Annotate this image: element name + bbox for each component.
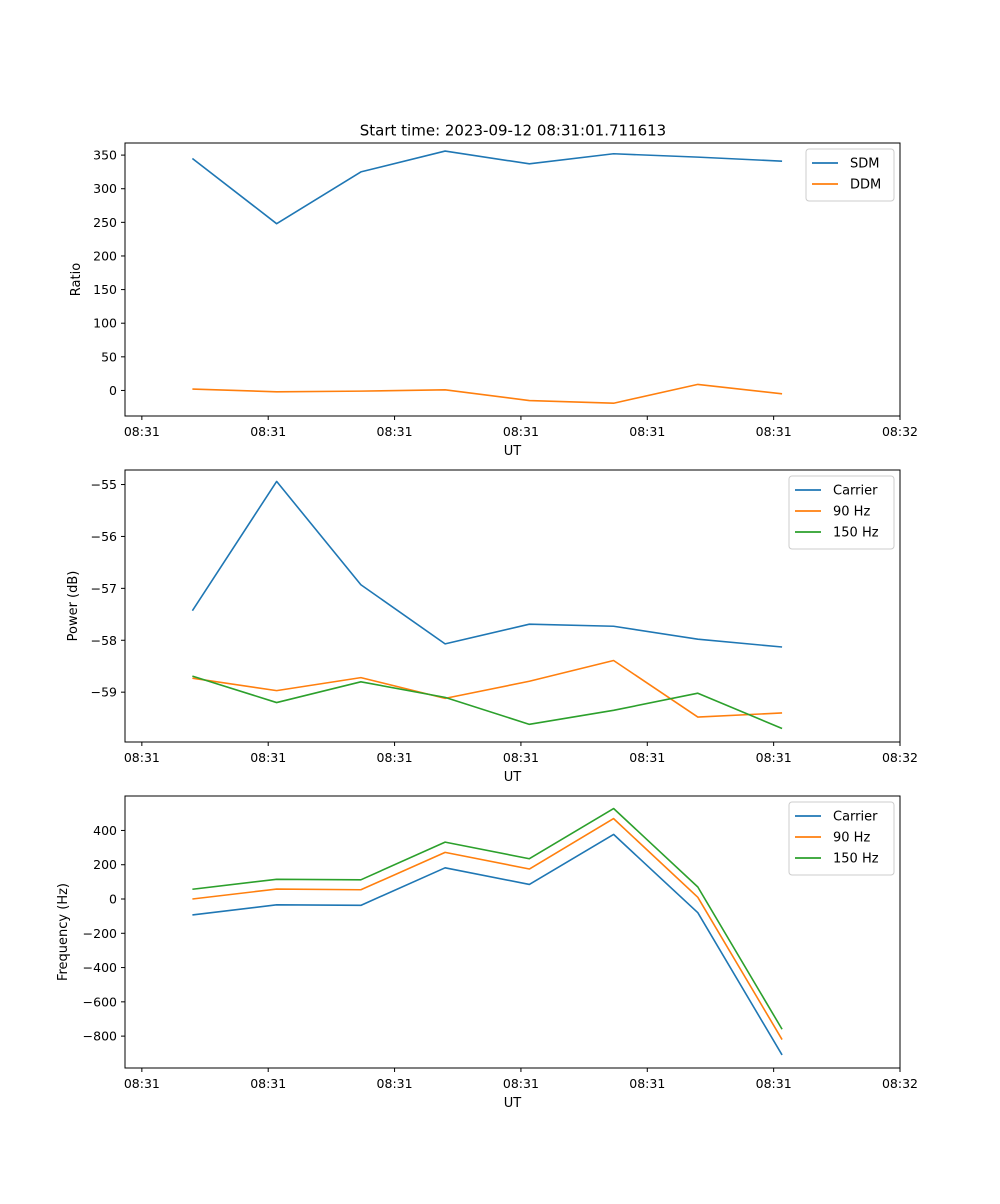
x-tick-label: 08:31: [503, 1076, 539, 1091]
series-line-150-hz: [192, 807, 783, 1030]
y-tick-label: 200: [93, 857, 117, 872]
y-axis-label: Power (dB): [66, 571, 81, 642]
x-tick-label: 08:31: [503, 750, 539, 765]
x-tick-label: 08:31: [503, 424, 539, 439]
y-tick-label: −56: [91, 529, 117, 544]
y-tick-label: −600: [83, 994, 117, 1009]
series-line-carrier: [192, 833, 783, 1056]
legend-label: 150 Hz: [833, 526, 879, 541]
y-tick-label: 250: [93, 215, 117, 230]
x-axis-label: UT: [504, 1096, 522, 1111]
x-tick-label: 08:31: [250, 1076, 286, 1091]
x-tick-label: 08:31: [756, 750, 792, 765]
y-tick-label: 100: [93, 316, 117, 331]
x-tick-label: 08:32: [882, 750, 918, 765]
x-tick-label: 08:31: [629, 750, 665, 765]
x-tick-label: 08:31: [124, 750, 160, 765]
series-line-sdm: [191, 150, 783, 225]
y-axis-label: Frequency (Hz): [56, 883, 71, 981]
x-tick-label: 08:31: [377, 750, 413, 765]
x-tick-label: 08:31: [629, 1076, 665, 1091]
y-tick-label: 150: [93, 282, 117, 297]
y-tick-label: 400: [93, 823, 117, 838]
y-tick-label: 0: [109, 383, 117, 398]
series-line-90-hz: [192, 659, 783, 718]
x-tick-label: 08:32: [882, 1076, 918, 1091]
y-tick-label: −800: [83, 1029, 117, 1044]
y-tick-label: −200: [83, 926, 117, 941]
x-tick-label: 08:31: [124, 424, 160, 439]
y-tick-label: −55: [91, 477, 117, 492]
x-tick-label: 08:31: [250, 424, 286, 439]
y-tick-label: 300: [93, 181, 117, 196]
axes-frame: [124, 142, 901, 417]
legend-label: 150 Hz: [833, 852, 879, 867]
legend-label: Carrier: [833, 810, 878, 825]
series-line-carrier: [191, 480, 783, 648]
x-tick-label: 08:31: [629, 424, 665, 439]
legend-box: [788, 801, 895, 876]
series-line-90-hz: [192, 817, 783, 1040]
y-tick-label: −57: [91, 581, 117, 596]
axes-frame: [124, 795, 901, 1069]
legend-box: [788, 475, 895, 550]
chart-panel-3: 08:31 08:31 08:31 08:31 08:31 08:31 08:32 400 20…: [56, 795, 918, 1111]
x-tick-label: 08:31: [377, 424, 413, 439]
legend-label: SDM: [850, 157, 879, 172]
x-tick-label: 08:32: [882, 424, 918, 439]
legend: SDM DDM: [805, 148, 895, 202]
x-axis-label: UT: [504, 770, 522, 785]
y-tick-label: 200: [93, 248, 117, 263]
legend-label: DDM: [850, 178, 881, 193]
series-line-ddm: [192, 383, 783, 405]
panels: 08:31 08:31 08:31 08:31 08:31 08:31 08:32 0 50 10…: [56, 142, 918, 1111]
x-axis-label: UT: [504, 444, 522, 459]
chart-panel-1: 08:31 08:31 08:31 08:31 08:31 08:31 08:32 0 50 10…: [69, 142, 918, 459]
y-tick-label: 50: [101, 349, 117, 364]
legend-box: [805, 148, 895, 202]
y-tick-label: 0: [109, 892, 117, 907]
chart-panel-2: 08:31 08:31 08:31 08:31 08:31 08:31 08:32 −55 −5…: [66, 469, 918, 785]
legend-label: 90 Hz: [833, 831, 870, 846]
legend: Carrier 90 Hz 150 Hz: [788, 475, 895, 550]
y-axis-label: Ratio: [69, 263, 84, 296]
x-tick-label: 08:31: [756, 424, 792, 439]
y-tick-label: −59: [91, 685, 117, 700]
series-line-150-hz: [192, 675, 783, 730]
legend-label: Carrier: [833, 484, 878, 499]
figure-title: Start time: 2023-09-12 08:31:01.711613: [360, 122, 666, 140]
y-tick-label: 350: [93, 148, 117, 163]
axes-frame: [124, 469, 901, 743]
x-tick-label: 08:31: [377, 1076, 413, 1091]
y-tick-label: −58: [91, 633, 117, 648]
x-tick-label: 08:31: [756, 1076, 792, 1091]
legend-label: 90 Hz: [833, 505, 870, 520]
x-tick-label: 08:31: [250, 750, 286, 765]
y-tick-label: −400: [83, 960, 117, 975]
legend: Carrier 90 Hz 150 Hz: [788, 801, 895, 876]
x-tick-label: 08:31: [124, 1076, 160, 1091]
